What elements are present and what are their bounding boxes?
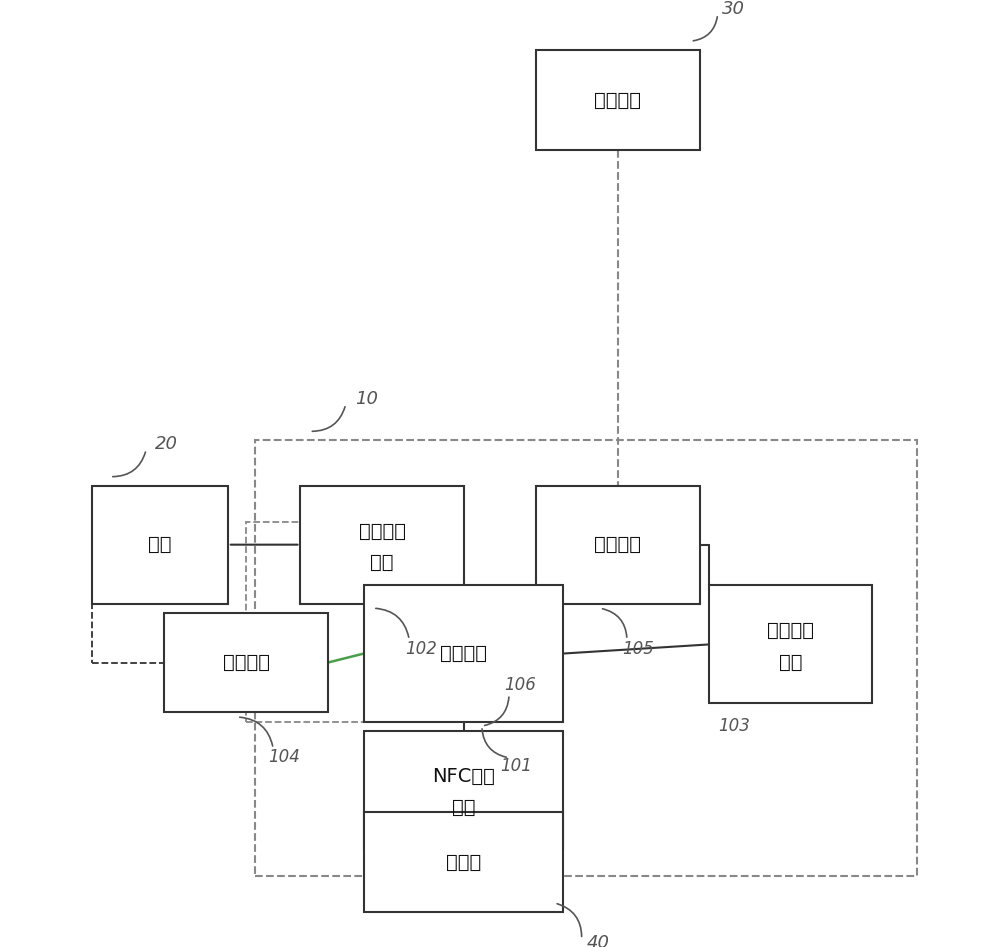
Text: 模块: 模块 bbox=[779, 653, 802, 672]
Text: 音频功放: 音频功放 bbox=[767, 621, 814, 640]
Text: 天线: 天线 bbox=[148, 535, 172, 554]
Text: 主控模块: 主控模块 bbox=[440, 644, 487, 663]
Text: NFC通信: NFC通信 bbox=[432, 766, 495, 785]
Text: 40: 40 bbox=[586, 935, 609, 947]
Text: 104: 104 bbox=[269, 748, 301, 766]
FancyBboxPatch shape bbox=[300, 486, 464, 603]
FancyBboxPatch shape bbox=[536, 486, 700, 603]
FancyBboxPatch shape bbox=[92, 486, 228, 603]
Text: 102: 102 bbox=[405, 639, 437, 657]
Text: 20: 20 bbox=[155, 436, 178, 454]
Text: 调频模块: 调频模块 bbox=[223, 653, 270, 672]
FancyBboxPatch shape bbox=[709, 585, 872, 704]
Text: 106: 106 bbox=[505, 676, 536, 694]
Text: 充电模块: 充电模块 bbox=[594, 535, 641, 554]
Text: 读卡器: 读卡器 bbox=[446, 852, 481, 871]
Text: 充电设备: 充电设备 bbox=[594, 91, 641, 110]
Text: 模块: 模块 bbox=[452, 798, 475, 817]
Text: 射频通信: 射频通信 bbox=[359, 522, 406, 541]
Text: 101: 101 bbox=[500, 758, 532, 776]
Text: 105: 105 bbox=[622, 639, 654, 657]
Text: 103: 103 bbox=[718, 717, 750, 735]
FancyBboxPatch shape bbox=[364, 585, 563, 722]
FancyBboxPatch shape bbox=[364, 813, 563, 912]
Text: 30: 30 bbox=[722, 0, 745, 18]
Text: 10: 10 bbox=[355, 390, 378, 408]
FancyBboxPatch shape bbox=[536, 50, 700, 150]
FancyBboxPatch shape bbox=[164, 613, 328, 712]
FancyBboxPatch shape bbox=[364, 731, 563, 849]
Text: 模块: 模块 bbox=[370, 553, 394, 572]
